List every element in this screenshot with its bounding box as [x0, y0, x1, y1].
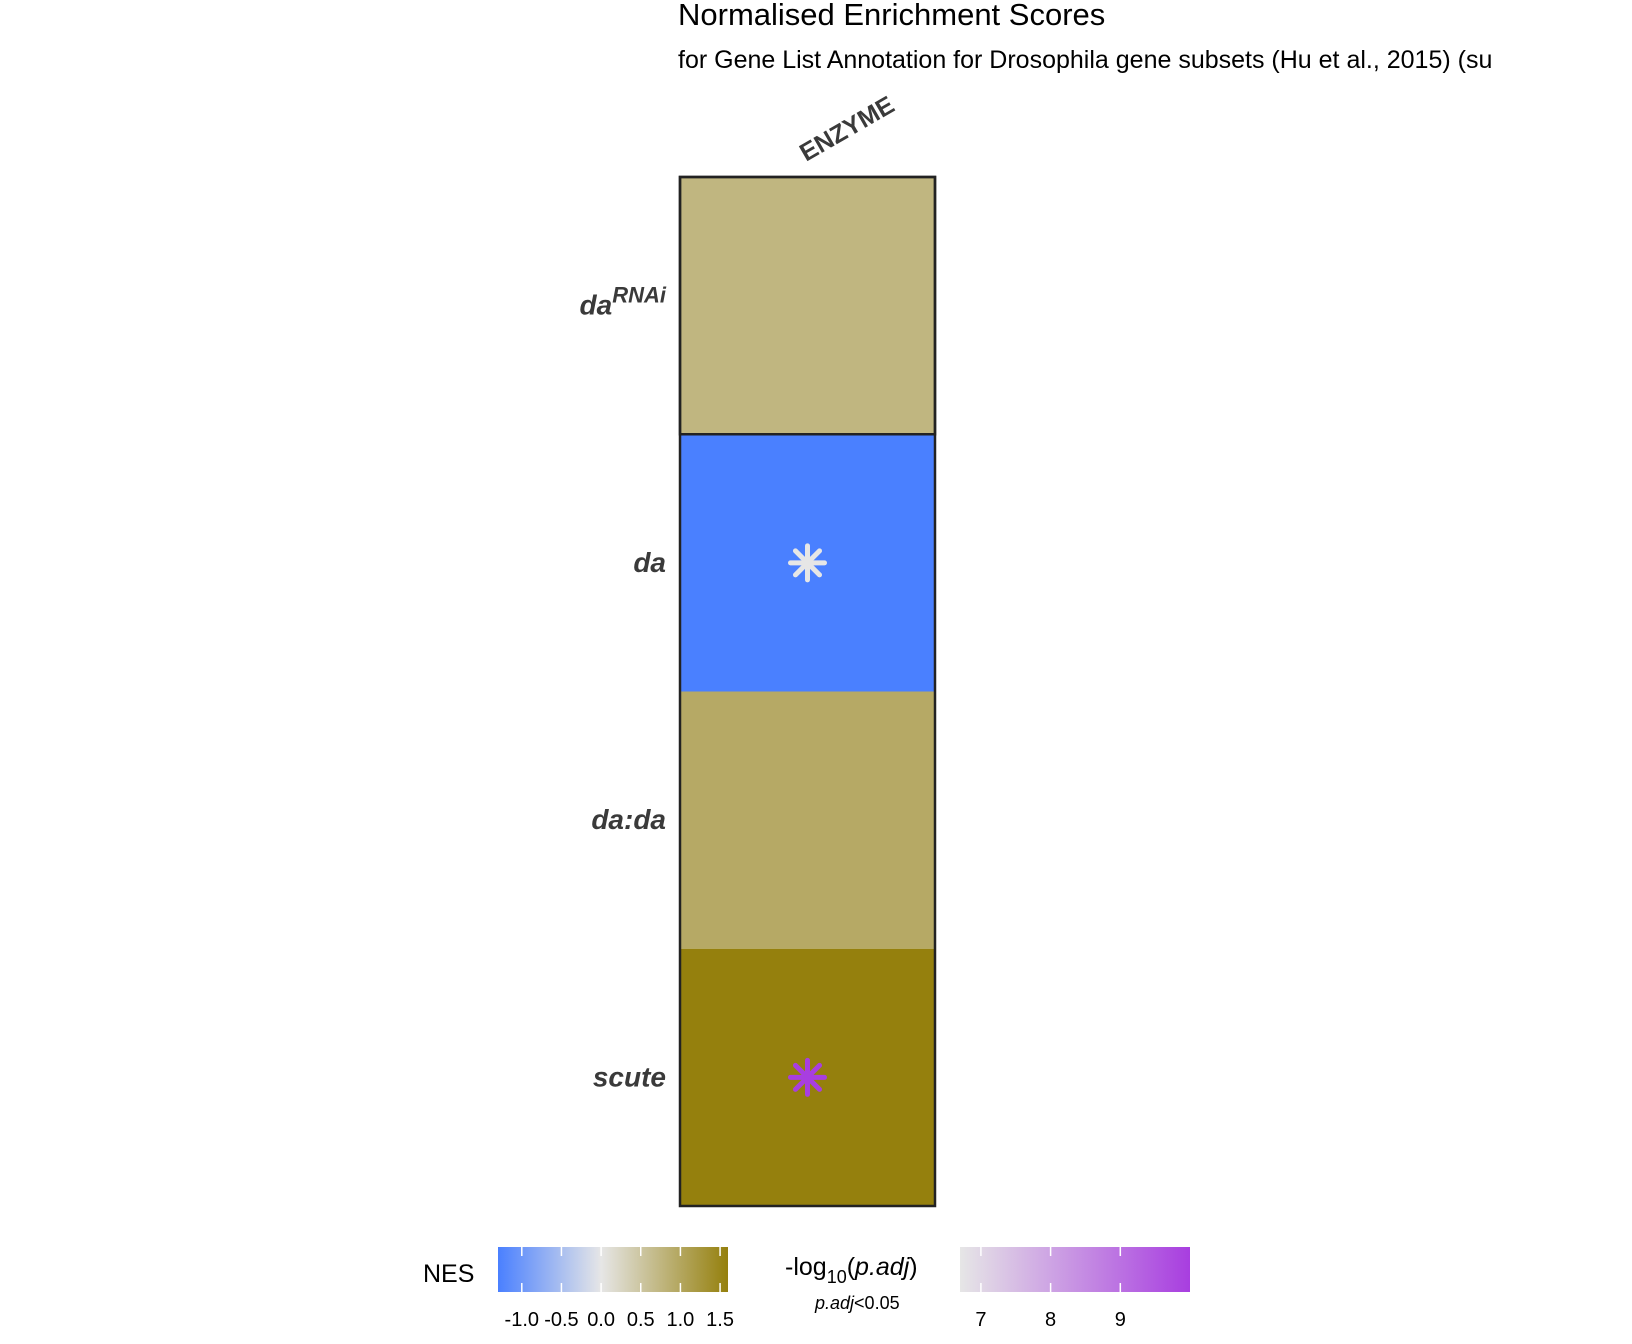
significance-asterisk [788, 543, 827, 583]
padj-legend: -log10(p.adj) p.adj<0.05 7 8 9 [785, 1247, 1190, 1331]
row-label: da:da [591, 804, 666, 835]
nes-legend-tick-label: 0.0 [587, 1309, 615, 1331]
nes-legend-title: NES [423, 1260, 474, 1288]
nes-legend-tick-label: 1.5 [706, 1309, 734, 1331]
row-label: da [633, 547, 666, 578]
row-label: daRNAi [580, 283, 667, 321]
padj-legend-title: -log10(p.adj) [785, 1253, 918, 1287]
heatmap-cell [680, 177, 935, 435]
padj-legend-subtitle: p.adj<0.05 [814, 1293, 900, 1313]
nes-legend-tick-label: -0.5 [544, 1309, 578, 1331]
chart-title: Normalised Enrichment Scores [678, 0, 1105, 32]
nes-legend-tick-label: 1.0 [667, 1309, 695, 1331]
padj-legend-ticks: 7 8 9 [975, 1247, 1126, 1331]
nes-colorbar [498, 1247, 728, 1292]
chart-subtitle: for Gene List Annotation for Drosophila … [678, 46, 1492, 74]
nes-legend-ticks: -1.0 -0.5 0.0 0.5 1.0 1.5 [505, 1247, 734, 1331]
row-labels: daRNAi da da:da scute [580, 283, 667, 1093]
significance-asterisk [788, 1057, 827, 1097]
nes-legend: NES -1.0 -0.5 0.0 0.5 1.0 1.5 [423, 1247, 734, 1331]
padj-legend-tick-label: 9 [1115, 1309, 1126, 1331]
padj-legend-tick-label: 7 [975, 1309, 986, 1331]
nes-legend-tick-label: 0.5 [627, 1309, 655, 1331]
heatmap-cell [680, 691, 935, 949]
padj-colorbar [960, 1247, 1190, 1292]
padj-legend-tick-label: 8 [1045, 1309, 1056, 1331]
column-label-enzyme: ENZYME [795, 91, 899, 167]
heatmap-row-outline [678, 175, 937, 436]
row-label: scute [593, 1061, 666, 1092]
nes-legend-tick-label: -1.0 [505, 1309, 539, 1331]
heatmap-cells [678, 175, 937, 1208]
